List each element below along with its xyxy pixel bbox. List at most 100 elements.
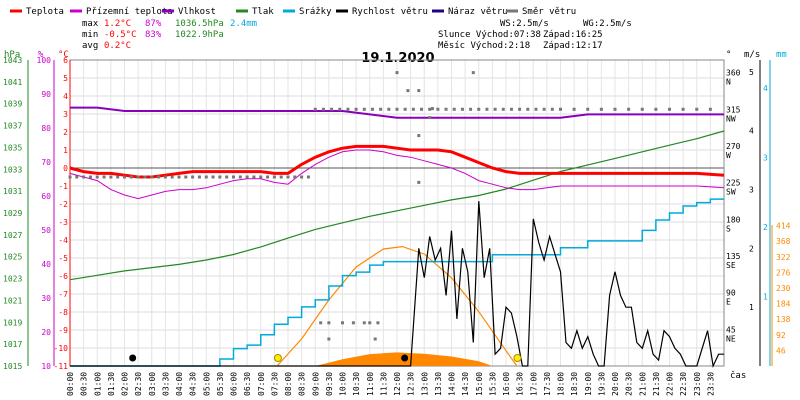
ground-temperature-line: [69, 149, 725, 200]
wind-direction-point: [319, 321, 323, 325]
legend-item-4: Srážky: [299, 7, 332, 17]
x-tick-label: 14:00: [448, 372, 457, 396]
wind-direction-point: [428, 107, 432, 111]
wind-direction-point: [477, 107, 481, 111]
hpa-tick-label: 1037: [3, 122, 22, 131]
temp-tick-label: 1: [63, 146, 68, 155]
hpa-tick-label: 1021: [3, 296, 22, 305]
rad-tick-label: 138: [776, 315, 791, 324]
x-tick-label: 12:00: [393, 372, 402, 396]
wind-direction-point: [177, 175, 181, 179]
wind-direction-point: [82, 175, 86, 179]
wind-direction-point: [509, 107, 513, 111]
hpa-tick-label: 1023: [3, 275, 22, 284]
hpa-tick-label: 1017: [3, 340, 22, 349]
x-tick-label: 16:30: [516, 372, 525, 396]
wind-direction-point: [272, 175, 276, 179]
info-block: WS:2.5m/s WG:2.5m/s Slunce Východ:07:38 …: [438, 19, 632, 51]
wind-direction-point: [395, 71, 399, 75]
temp-tick-label: -5: [58, 254, 68, 263]
wind-direction-point: [379, 107, 383, 111]
x-tick-label: 14:30: [461, 372, 470, 396]
rad-tick-label: 92: [776, 331, 786, 340]
dir-tick-label: E: [726, 298, 731, 307]
temp-tick-label: 5: [63, 74, 68, 83]
x-tick-label: 23:00: [693, 372, 702, 396]
wind-direction-point: [534, 107, 538, 111]
mm-tick-label: 1: [763, 292, 768, 301]
wind-direction-point: [627, 107, 631, 111]
wind-direction-point: [313, 107, 317, 111]
x-tick-label: 04:00: [175, 372, 184, 396]
temp-tick-label: 2: [63, 128, 68, 137]
stats-min-press: 1022.9hPa: [175, 30, 224, 40]
wind-direction-point: [321, 107, 325, 111]
legend-item-0: Teplota: [26, 7, 64, 17]
stats-block: max 1.2°C 87% 1036.5hPa 2.4mm min -0.5°C…: [82, 19, 257, 51]
wind-direction-point: [695, 107, 699, 111]
wind-direction-point: [370, 107, 374, 111]
rad-tick-label: 276: [776, 268, 791, 277]
dir-tick-label: NE: [726, 334, 736, 343]
x-tick-label: 00:00: [66, 372, 75, 396]
dir-tick-label: S: [726, 224, 731, 233]
dir-tick-deg: 180: [726, 215, 741, 224]
moonset-marker: [401, 354, 409, 362]
wind-direction-point: [197, 175, 201, 179]
wind-direction-point: [327, 337, 331, 341]
wind-direction-point: [586, 107, 590, 111]
wind-direction-point: [327, 321, 331, 325]
hpa-tick-label: 1035: [3, 143, 22, 152]
wind-direction-point: [341, 321, 344, 325]
x-tick-label: 12:30: [407, 372, 416, 396]
wind-direction-point: [395, 107, 399, 111]
dir-tick-deg: 135: [726, 252, 741, 261]
wind-direction-point: [191, 175, 195, 179]
pressure-line: [69, 130, 725, 281]
dir-tick-deg: 45: [726, 325, 736, 334]
wind-direction-point: [266, 175, 270, 179]
x-tick-label: 10:00: [339, 372, 348, 396]
wind-direction-point: [293, 175, 297, 179]
wind-direction-point: [469, 107, 473, 111]
x-tick-label: 09:00: [311, 372, 320, 396]
temp-tick-label: -2: [58, 200, 68, 209]
hpa-tick-label: 1019: [3, 318, 22, 327]
legend-item-1: Přízemní teplota: [86, 7, 173, 17]
hpa-tick-label: 1029: [3, 209, 22, 218]
x-tick-label: 00:30: [80, 372, 89, 396]
info-ws: WS:2.5m/s: [500, 19, 549, 29]
unit-dir: °: [726, 50, 731, 60]
dir-tick-deg: 90: [726, 289, 736, 298]
info-wg: WG:2.5m/s: [583, 19, 632, 29]
pct-tick-label: 40: [41, 260, 51, 269]
x-tick-label: 03:30: [161, 372, 170, 396]
ms-tick-label: 1: [749, 303, 754, 312]
rain-line: [70, 198, 724, 367]
wind-direction-point: [373, 337, 377, 341]
unit-pct: %: [38, 50, 44, 60]
wind-direction-point: [436, 107, 440, 111]
wind-direction-point: [452, 107, 456, 111]
wind-direction-point: [428, 116, 432, 120]
wind-direction-point: [550, 107, 554, 111]
x-tick-label: 15:30: [488, 372, 497, 396]
wind-direction-point: [306, 175, 310, 179]
legend-item-7: Směr větru: [522, 7, 576, 17]
pct-tick-label: 20: [41, 328, 51, 337]
temp-tick-label: 4: [63, 92, 68, 101]
wind-direction-point: [286, 175, 290, 179]
wind-direction-point: [376, 321, 380, 325]
x-tick-label: 23:30: [706, 372, 715, 396]
x-tick-label: 08:30: [298, 372, 307, 396]
unit-temp: °C: [58, 50, 69, 60]
wind-direction-point: [68, 175, 72, 179]
pct-tick-label: 70: [41, 158, 51, 167]
wind-direction-point: [116, 175, 120, 179]
wind-direction-point: [542, 107, 546, 111]
x-tick-label: 01:00: [93, 372, 102, 396]
wind-direction-point: [218, 175, 222, 179]
hpa-tick-label: 1039: [3, 100, 22, 109]
wind-direction-point: [351, 321, 355, 325]
